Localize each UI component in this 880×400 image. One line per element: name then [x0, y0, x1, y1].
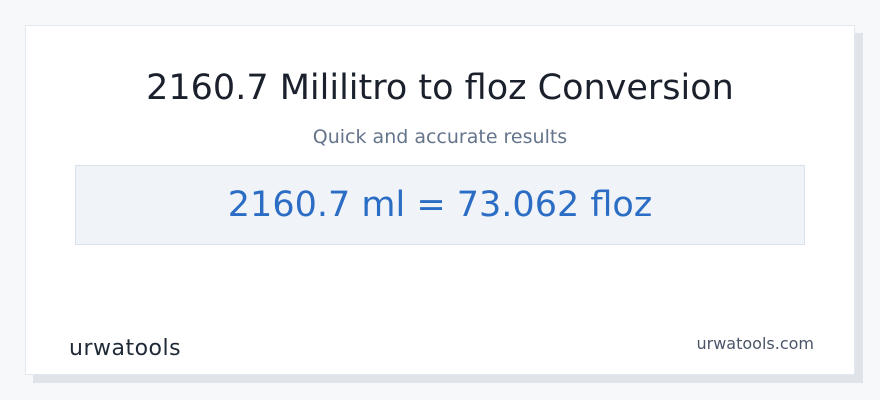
subtitle: Quick and accurate results: [312, 126, 568, 148]
result-box: 2160.7 ml = 73.062 floz: [75, 165, 805, 245]
result-text: 2160.7 ml = 73.062 floz: [227, 185, 653, 225]
card: 2160.7 Mililitro to floz Conversion Quic…: [25, 25, 855, 375]
title: 2160.7 Mililitro to floz Conversion: [146, 68, 734, 108]
site-link[interactable]: urwatools.com: [696, 334, 815, 353]
logo[interactable]: urwatools: [69, 336, 182, 361]
